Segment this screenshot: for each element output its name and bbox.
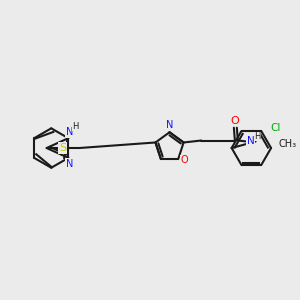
Text: Cl: Cl bbox=[270, 123, 280, 133]
Text: N: N bbox=[66, 127, 73, 137]
Text: H: H bbox=[72, 122, 78, 131]
Text: S: S bbox=[59, 143, 66, 153]
Text: N: N bbox=[66, 159, 73, 169]
Text: CH₃: CH₃ bbox=[279, 139, 297, 149]
Text: N: N bbox=[166, 120, 173, 130]
Text: N: N bbox=[247, 136, 254, 146]
Text: O: O bbox=[180, 155, 188, 165]
Text: H: H bbox=[254, 132, 261, 141]
Text: O: O bbox=[230, 116, 239, 126]
